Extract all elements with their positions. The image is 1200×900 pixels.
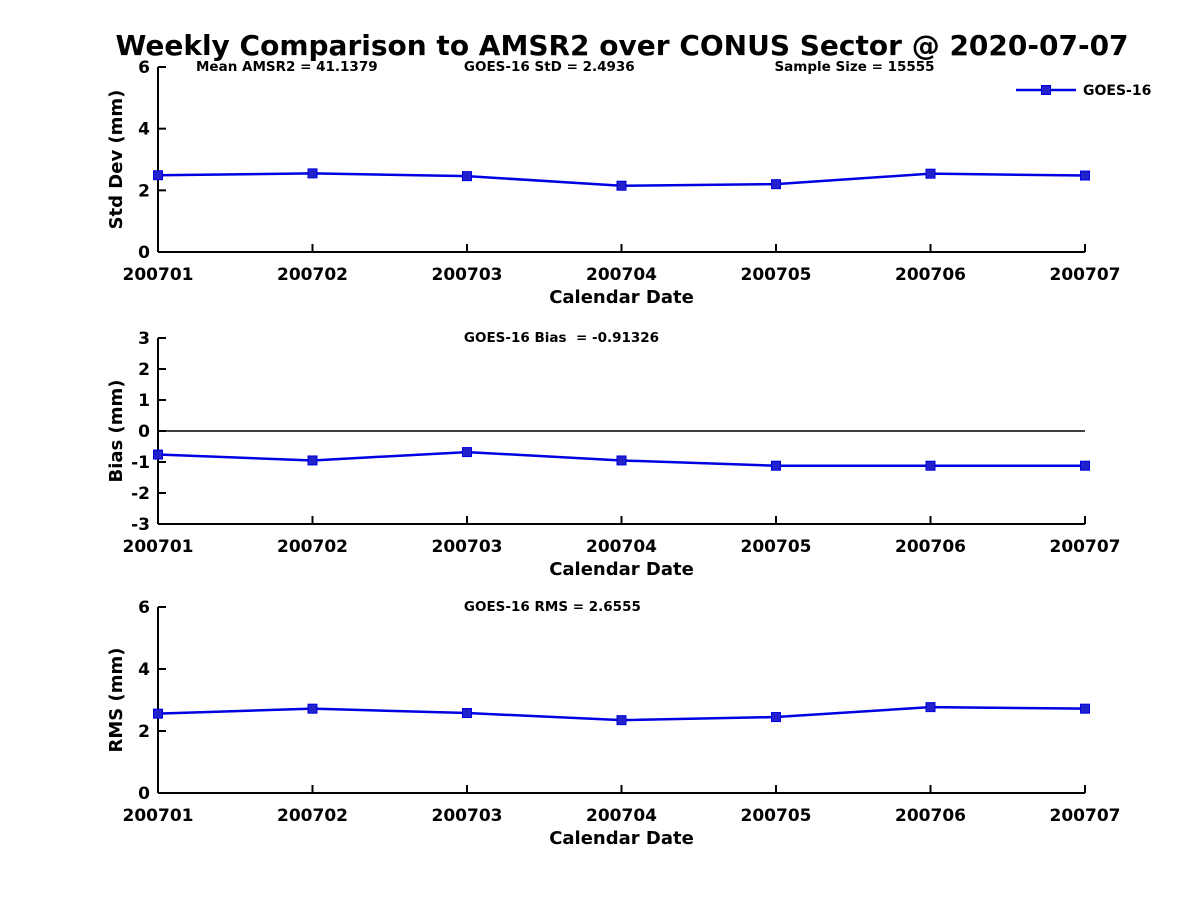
y-tick-label: 0 [138,243,150,263]
x-tick-label: 200704 [586,537,657,557]
y-tick-label: 0 [138,784,150,804]
y-tick-label: 0 [138,422,150,442]
y-tick-label: 6 [138,598,150,618]
x-tick-label: 200703 [432,537,503,557]
x-tick-label: 200701 [123,265,194,285]
data-point-marker [153,170,163,181]
x-tick-label: 200706 [895,265,966,285]
x-axis-title: Calendar Date [549,828,694,849]
x-tick-label: 200702 [277,537,348,557]
data-point-marker [925,460,936,471]
data-point-marker [307,168,318,179]
y-tick-label: -3 [131,515,150,535]
y-tick-label: 2 [138,360,150,380]
x-tick-label: 200701 [123,537,194,557]
y-tick-label: 1 [138,391,150,411]
annotation: GOES-16 RMS = 2.6555 [464,599,641,615]
y-axis-title: RMS (mm) [106,648,127,753]
data-point-marker [462,708,472,719]
subplot-std-dev: 0 2 4 6 200701 200702 200703 200704 200705 200706… [106,58,1151,308]
x-tick-label: 200705 [741,806,812,826]
annotation: GOES-16 StD = 2.4936 [464,59,635,75]
x-tick-label: 200705 [741,265,812,285]
y-tick-label: -2 [131,484,150,504]
annotation: GOES-16 Bias = -0.91326 [464,330,659,346]
x-tick-label: 200703 [432,265,503,285]
y-tick-label: 2 [138,722,150,742]
x-tick-label: 200707 [1050,806,1121,826]
data-point-marker [616,715,627,726]
data-point-marker [462,447,472,458]
x-tick-label: 200705 [741,537,812,557]
data-point-marker [1080,703,1090,714]
data-point-marker [771,179,781,190]
subplot-bias: -3 -2 -1 0 1 2 3 200701 200702 200703 200704 200705… [106,329,1120,580]
data-point-marker [925,168,936,179]
y-tick-label: 4 [138,660,150,680]
y-tick-label: 3 [138,329,150,349]
x-tick-label: 200702 [277,265,348,285]
y-tick-label: 4 [138,120,150,140]
data-point-marker [616,455,627,466]
figure-title: Weekly Comparison to AMSR2 over CONUS Se… [115,29,1128,62]
y-tick-label: 2 [138,181,150,201]
annotation: Mean AMSR2 = 41.1379 [196,59,378,75]
y-tick-label: -1 [131,453,150,473]
x-tick-label: 200704 [586,265,657,285]
data-point-marker [1080,170,1090,181]
data-point-marker [153,708,163,719]
x-tick-label: 200707 [1050,537,1121,557]
x-tick-label: 200707 [1050,265,1121,285]
data-point-marker [771,460,781,471]
data-point-marker [153,449,163,460]
x-tick-label: 200702 [277,806,348,826]
data-point-marker [1080,460,1090,471]
x-tick-label: 200706 [895,537,966,557]
legend-marker-icon [1041,85,1051,95]
data-point-marker [771,712,781,723]
x-tick-label: 200704 [586,806,657,826]
y-axis-title: Bias (mm) [106,380,127,483]
x-axis-title: Calendar Date [549,287,694,308]
x-tick-label: 200706 [895,806,966,826]
data-point-marker [616,180,627,191]
y-tick-label: 6 [138,58,150,78]
x-axis-title: Calendar Date [549,559,694,580]
subplot-rms: 0 2 4 6 200701 200702 200703 200704 200705 200706… [106,598,1120,849]
x-tick-label: 200703 [432,806,503,826]
x-tick-label: 200701 [123,806,194,826]
data-point-marker [307,455,318,466]
data-point-marker [462,171,472,182]
subplots-group: 0 2 4 6 200701 200702 200703 200704 200705 200706… [106,58,1151,849]
y-axis-title: Std Dev (mm) [106,90,127,230]
legend-label: GOES-16 [1083,83,1151,99]
data-point-marker [307,703,318,714]
data-point-marker [925,702,936,713]
annotation: Sample Size = 15555 [774,59,934,75]
